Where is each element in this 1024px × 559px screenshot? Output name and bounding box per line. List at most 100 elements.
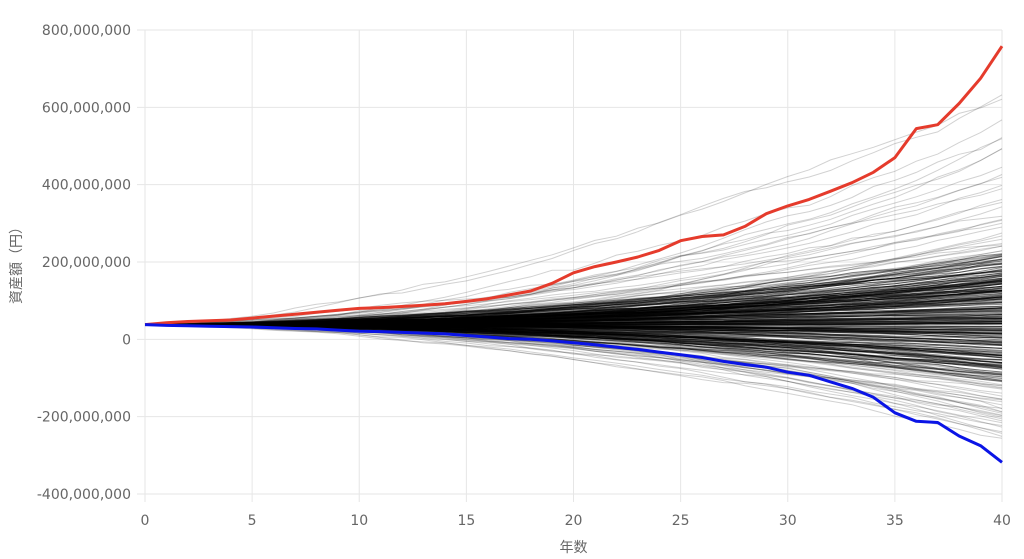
simulation-path: [144, 324, 1003, 359]
simulation-path: [144, 254, 1003, 326]
simulation-path: [144, 253, 1003, 326]
simulation-path: [144, 287, 1003, 326]
simulation-path: [145, 323, 1003, 356]
simulation-path: [144, 323, 1003, 331]
simulation-path: [144, 305, 1003, 326]
simulation-path: [144, 272, 1003, 326]
simulation-path: [144, 315, 1003, 326]
simulation-path: [144, 324, 1003, 344]
simulation-path: [144, 273, 1003, 326]
simulation-path: [144, 312, 1003, 326]
x-tick-label: 25: [672, 513, 690, 529]
simulation-path: [144, 309, 1003, 326]
simulation-path: [144, 295, 1003, 326]
simulation-path: [144, 279, 1003, 326]
simulation-path: [145, 303, 1003, 326]
simulation-path: [144, 322, 1003, 326]
simulation-path: [144, 280, 1003, 326]
simulation-path: [145, 293, 1003, 326]
simulation-path: [144, 322, 1003, 326]
simulation-path: [145, 323, 1002, 328]
simulation-path: [145, 323, 1002, 326]
simulation-path: [145, 291, 1003, 326]
simulation-path: [144, 299, 1003, 326]
simulation-path: [144, 324, 1003, 368]
simulation-path: [145, 323, 1003, 364]
simulation-path: [144, 324, 1003, 335]
x-tick-label: 35: [886, 513, 904, 529]
simulation-path: [144, 259, 1003, 326]
simulation-path: [144, 260, 1003, 326]
simulation-path: [144, 148, 1003, 326]
simulation-path: [144, 262, 1003, 326]
simulation-path: [144, 297, 1003, 326]
simulation-path: [145, 282, 1003, 326]
simulation-path: [144, 222, 1003, 326]
simulation-path: [144, 324, 1003, 382]
simulation-path: [145, 274, 1003, 326]
simulation-path: [145, 260, 1003, 326]
simulation-path: [145, 323, 1003, 331]
simulation-path: [145, 199, 1003, 326]
simulation-path: [145, 321, 1003, 326]
simulation-path: [145, 323, 1003, 328]
simulation-path: [145, 286, 1003, 326]
simulation-path: [144, 323, 1003, 334]
simulation-path: [144, 268, 1003, 326]
simulation-path: [144, 324, 1003, 363]
simulation-path: [144, 274, 1003, 326]
x-tick-label: 15: [457, 513, 475, 529]
simulation-path: [144, 215, 1003, 326]
simulation-path: [144, 219, 1003, 326]
simulation-path: [144, 319, 1003, 326]
simulation-path: [144, 323, 1003, 357]
simulation-path: [144, 285, 1003, 326]
simulation-path: [144, 243, 1003, 326]
series-line-min: [144, 323, 1003, 464]
simulation-path: [145, 296, 1003, 326]
simulation-path: [145, 320, 1002, 326]
simulation-path: [144, 323, 1003, 341]
simulation-path: [144, 323, 1003, 326]
simulation-path: [145, 232, 1003, 326]
simulation-path: [145, 314, 1003, 326]
simulation-path: [144, 298, 1003, 326]
simulation-path: [145, 318, 1003, 326]
simulation-path: [145, 272, 1003, 326]
simulation-path: [144, 184, 1003, 326]
simulation-path: [144, 293, 1003, 326]
simulation-path: [144, 137, 1003, 326]
simulation-path: [144, 280, 1003, 326]
simulation-path: [144, 279, 1003, 326]
y-tick-label: 600,000,000: [42, 100, 131, 116]
simulation-path: [144, 324, 1003, 364]
simulation-path: [144, 245, 1003, 326]
y-tick-label: 400,000,000: [42, 178, 131, 194]
simulation-path: [144, 305, 1003, 326]
simulation-path: [144, 290, 1003, 326]
simulation-path: [145, 226, 1003, 326]
y-tick-label: 0: [122, 332, 131, 348]
simulation-path: [144, 259, 1003, 326]
simulation-path: [144, 323, 1003, 361]
simulation-path: [144, 238, 1003, 326]
simulation-path: [145, 296, 1003, 326]
simulation-path: [145, 324, 1003, 343]
simulation-path: [144, 324, 1003, 386]
simulation-path: [145, 324, 1003, 345]
x-axis-ticks: 0 5 10 15 20 25 30 35 40: [141, 513, 1011, 529]
simulation-path: [144, 188, 1003, 326]
simulation-path: [144, 244, 1003, 326]
simulation-path: [144, 324, 1003, 366]
simulation-path: [145, 290, 1003, 326]
simulation-path: [144, 275, 1003, 326]
simulation-path: [145, 324, 1003, 373]
simulation-path: [144, 255, 1003, 326]
simulation-path: [145, 324, 1002, 334]
simulation-path: [145, 323, 1003, 339]
simulation-path: [145, 313, 1003, 326]
simulation-path: [144, 256, 1003, 326]
x-tick-label: 40: [993, 513, 1011, 529]
simulation-path: [145, 324, 1003, 342]
simulation-path: [144, 323, 1003, 367]
